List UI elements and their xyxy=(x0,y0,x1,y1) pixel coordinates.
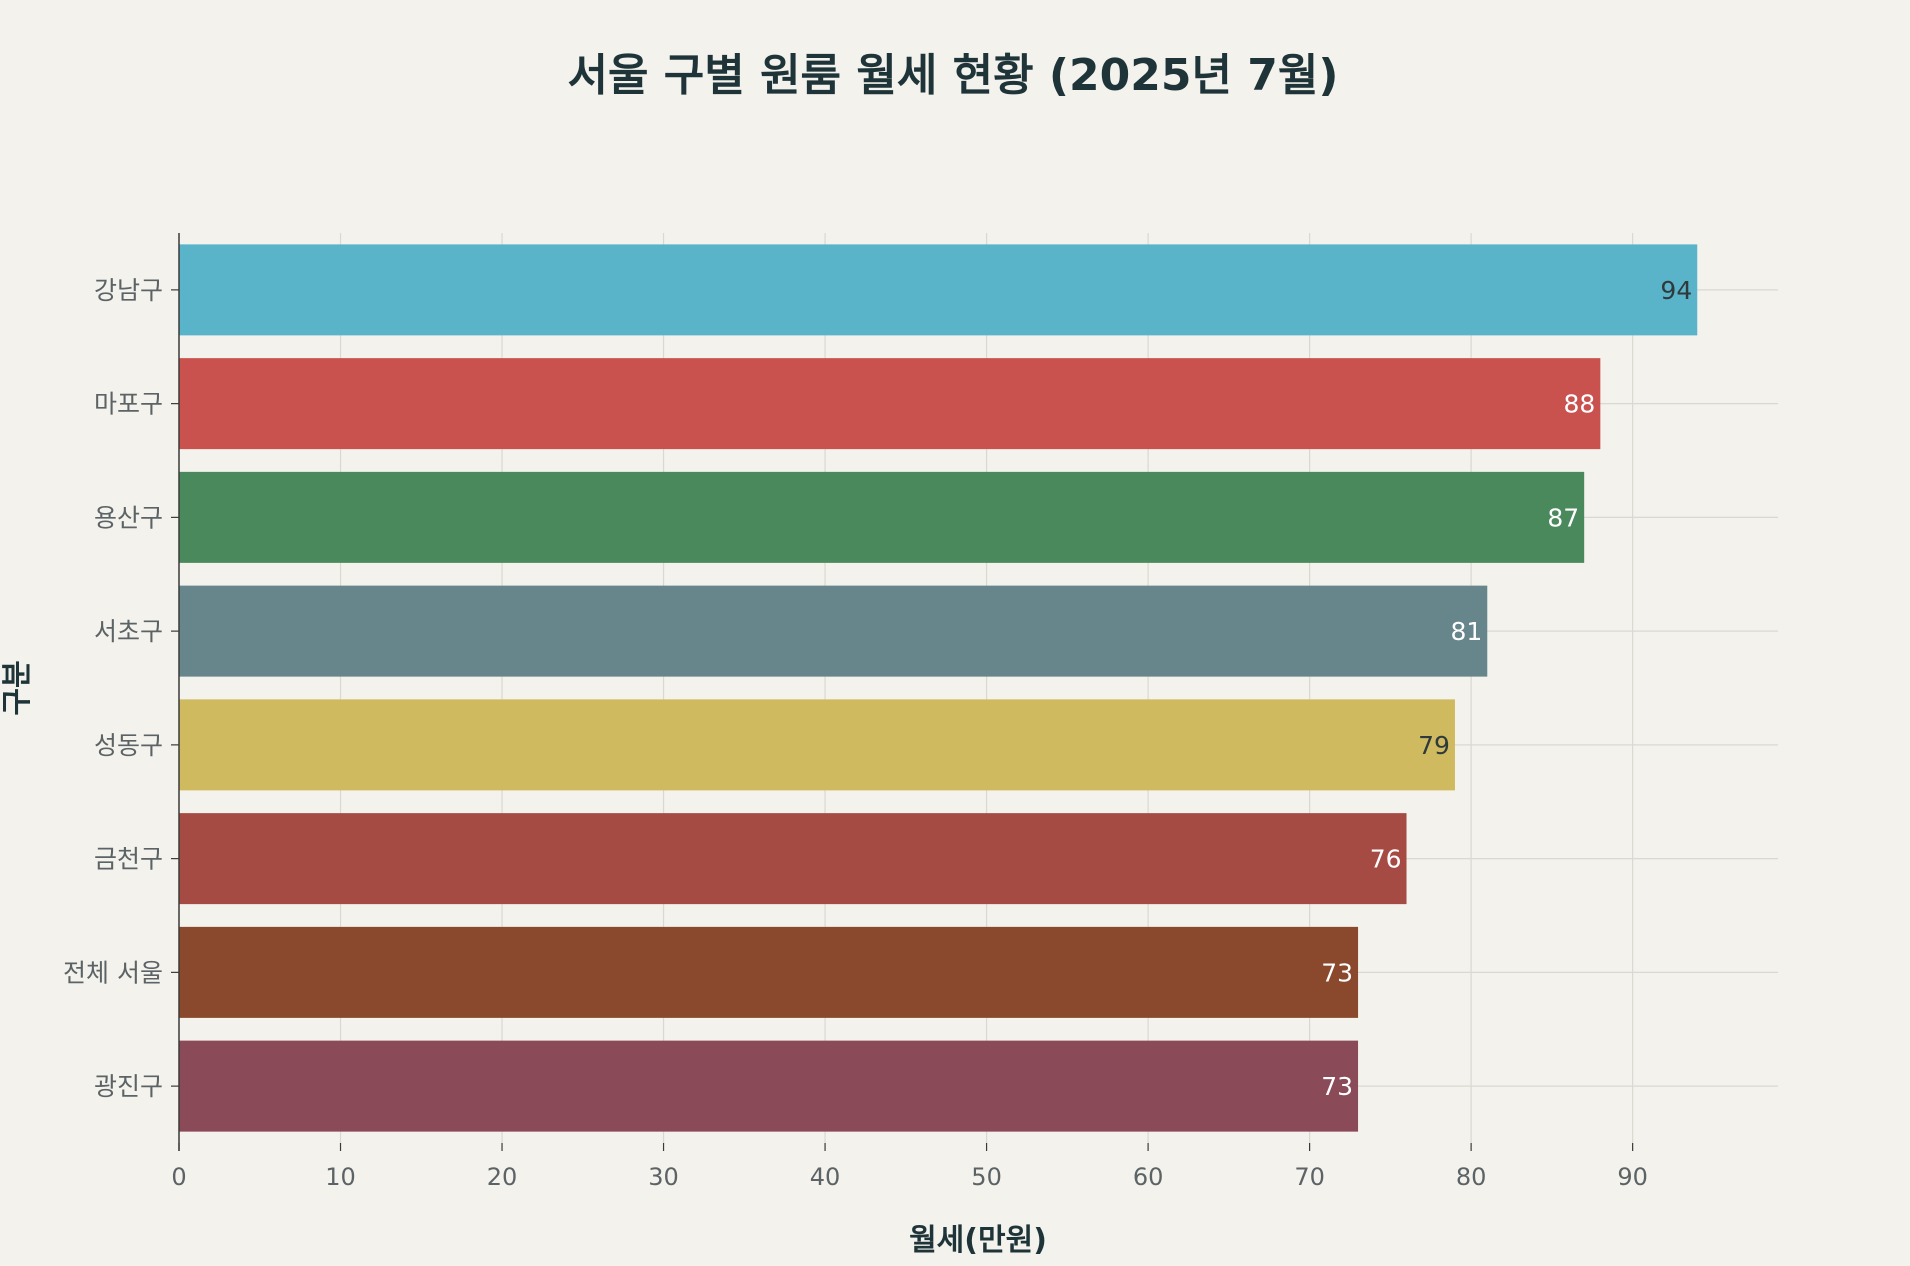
bar-value-label: 73 xyxy=(1321,1072,1353,1101)
category-label: 용산구 xyxy=(94,503,163,532)
category-label: 광진구 xyxy=(94,1072,163,1101)
x-tick-label: 20 xyxy=(487,1163,518,1191)
bar-value-label: 79 xyxy=(1418,731,1450,760)
x-tick-label: 90 xyxy=(1617,1163,1648,1191)
bars: 94 88 87 81 79 76 73 73 xyxy=(179,244,1698,1132)
x-tick-label: 50 xyxy=(971,1163,1002,1191)
bar xyxy=(179,699,1455,791)
bar-value-label: 87 xyxy=(1547,503,1579,532)
y-axis-title: 구분 xyxy=(0,660,35,715)
bar xyxy=(179,244,1698,336)
x-tick-label: 0 xyxy=(171,1163,186,1191)
x-tick-label: 70 xyxy=(1294,1163,1325,1191)
bar xyxy=(179,813,1407,905)
bar xyxy=(179,585,1488,677)
bar xyxy=(179,358,1601,450)
bar-value-label: 94 xyxy=(1660,276,1692,305)
bar xyxy=(179,926,1359,1018)
bar-value-label: 73 xyxy=(1321,958,1353,987)
chart-title: 서울 구별 원룸 월세 현황 (2025년 7월) xyxy=(568,50,1339,101)
x-tick-label: 80 xyxy=(1456,1163,1487,1191)
category-label: 서초구 xyxy=(94,617,163,646)
x-tick-label: 10 xyxy=(325,1163,356,1191)
x-tick-label: 40 xyxy=(810,1163,841,1191)
bar-value-label: 76 xyxy=(1370,845,1402,874)
category-label: 금천구 xyxy=(94,845,163,874)
bar xyxy=(179,471,1585,563)
category-label: 성동구 xyxy=(94,731,163,760)
category-label: 강남구 xyxy=(94,276,163,305)
x-axis-ticks: 0 10 20 30 40 50 60 70 80 90 xyxy=(171,1143,1648,1191)
bar-value-label: 88 xyxy=(1564,390,1596,419)
category-label: 마포구 xyxy=(94,390,163,419)
x-axis-title: 월세(만원) xyxy=(909,1223,1047,1258)
bar xyxy=(179,1040,1359,1132)
x-tick-label: 30 xyxy=(648,1163,679,1191)
x-tick-label: 60 xyxy=(1133,1163,1164,1191)
category-label: 전체 서울 xyxy=(63,958,163,987)
bar-value-label: 81 xyxy=(1450,617,1482,646)
